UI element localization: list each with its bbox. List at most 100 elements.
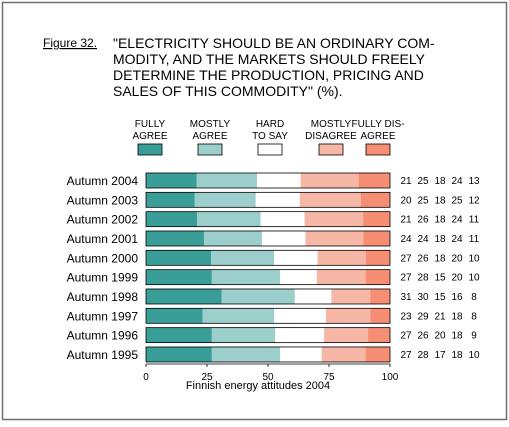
bar-segment-mostly-disagree bbox=[300, 173, 359, 188]
bar-outline bbox=[145, 269, 391, 286]
bar-outline bbox=[145, 346, 391, 363]
data-label: 27 bbox=[400, 273, 412, 284]
legend-item-fully-disagree: FULLY DIS-AGREE bbox=[352, 119, 404, 156]
bar-segment-fully-disagree bbox=[363, 211, 390, 227]
data-label: 29 bbox=[417, 311, 429, 322]
bar-segment-mostly-agree bbox=[211, 269, 281, 285]
data-label: 18 bbox=[434, 176, 446, 187]
data-label: 16 bbox=[451, 292, 463, 303]
data-label: 28 bbox=[417, 273, 429, 284]
data-label: 20 bbox=[451, 273, 463, 284]
bar-segment-fully-agree bbox=[146, 327, 212, 343]
legend-label: AGREE bbox=[132, 131, 167, 142]
bar-segment-mostly-disagree bbox=[299, 192, 361, 208]
bar-segment-fully-disagree bbox=[365, 346, 390, 362]
bar-outline bbox=[145, 191, 391, 208]
bar-segment-fully-disagree bbox=[363, 230, 390, 246]
bar-segment-mostly-disagree bbox=[321, 346, 366, 362]
data-label: 13 bbox=[468, 176, 480, 187]
bars: Autumn 2004 21 25 18 24 13 Autumn 2003 20 25 18 25… bbox=[67, 172, 480, 363]
bar-outline bbox=[145, 172, 391, 189]
x-tick-label: 25 bbox=[201, 372, 213, 383]
bar-outline bbox=[145, 249, 391, 266]
bar-segment-mostly-disagree bbox=[316, 269, 366, 285]
bar-segment-fully-agree bbox=[146, 346, 212, 362]
bar-row-autumn-1995: Autumn 1995 27 28 17 18 10 bbox=[67, 346, 480, 363]
bar-outline bbox=[145, 327, 391, 344]
bar-row-autumn-2002: Autumn 2002 21 26 18 24 11 bbox=[67, 211, 480, 228]
data-label: 11 bbox=[469, 234, 480, 245]
data-label: 8 bbox=[471, 311, 477, 322]
data-label: 26 bbox=[417, 215, 429, 226]
category-label: Autumn 1998 bbox=[67, 290, 139, 304]
bar-segment-fully-agree bbox=[146, 308, 203, 324]
bar-row-autumn-1998: Autumn 1998 31 30 15 16 8 bbox=[67, 288, 477, 305]
x-axis-label: Finnish energy attitudes 2004 bbox=[186, 380, 330, 392]
bar-segment-mostly-disagree bbox=[325, 308, 371, 324]
category-label: Autumn 2002 bbox=[67, 213, 139, 227]
data-label: 20 bbox=[451, 253, 463, 264]
data-label: 31 bbox=[400, 292, 412, 303]
x-tick-label: 75 bbox=[323, 372, 335, 383]
data-label: 26 bbox=[417, 331, 429, 342]
category-label: Autumn 1999 bbox=[67, 271, 139, 285]
data-label: 18 bbox=[434, 195, 446, 206]
bar-segment-fully-disagree bbox=[368, 327, 390, 343]
data-label: 25 bbox=[451, 195, 463, 206]
data-label: 9 bbox=[471, 331, 477, 342]
bar-segment-hard-to-say bbox=[294, 288, 332, 304]
x-tick-label: 50 bbox=[262, 372, 274, 383]
category-label: Autumn 2001 bbox=[67, 232, 139, 246]
data-label: 15 bbox=[434, 273, 446, 284]
category-label: Autumn 2004 bbox=[67, 174, 139, 188]
bar-segment-mostly-agree bbox=[203, 230, 262, 246]
data-label: 24 bbox=[417, 234, 429, 245]
legend-label: MOSTLY bbox=[311, 119, 352, 130]
data-label: 11 bbox=[469, 215, 480, 226]
x-tick-label: 0 bbox=[143, 372, 149, 383]
title-line: SALES OF THIS COMMODITY" (%). bbox=[113, 83, 343, 99]
bar-segment-hard-to-say bbox=[257, 173, 301, 188]
bar-segment-mostly-agree bbox=[211, 346, 281, 362]
bar-segment-mostly-disagree bbox=[304, 211, 364, 227]
x-tick-label: 100 bbox=[382, 372, 399, 383]
category-label: Autumn 1996 bbox=[67, 329, 139, 343]
bar-segment-hard-to-say bbox=[261, 230, 306, 246]
data-label: 15 bbox=[434, 292, 446, 303]
bar-row-autumn-1996: Autumn 1996 27 26 20 18 9 bbox=[67, 327, 477, 344]
data-label: 18 bbox=[451, 311, 463, 322]
data-label: 20 bbox=[434, 331, 446, 342]
bar-segment-fully-disagree bbox=[370, 308, 390, 324]
data-label: 21 bbox=[434, 311, 446, 322]
bar-segment-hard-to-say bbox=[260, 211, 305, 227]
bar-segment-fully-agree bbox=[146, 192, 195, 208]
bar-segment-fully-disagree bbox=[365, 250, 390, 266]
data-label: 18 bbox=[434, 234, 446, 245]
data-label: 8 bbox=[471, 292, 477, 303]
bar-segment-fully-disagree bbox=[370, 288, 390, 304]
bar-segment-fully-agree bbox=[146, 269, 212, 285]
data-label: 18 bbox=[434, 215, 446, 226]
bar-segment-fully-agree bbox=[146, 173, 197, 188]
bar-segment-hard-to-say bbox=[280, 269, 317, 285]
legend-swatch bbox=[137, 143, 163, 156]
data-label: 10 bbox=[468, 253, 480, 264]
category-label: Autumn 2000 bbox=[67, 251, 139, 265]
data-label: 20 bbox=[400, 195, 412, 206]
bar-segment-hard-to-say bbox=[255, 192, 300, 208]
category-label: Autumn 1995 bbox=[67, 348, 139, 362]
bar-segment-mostly-disagree bbox=[305, 230, 364, 246]
bar-segment-mostly-disagree bbox=[331, 288, 371, 304]
legend-label: MOSTLY bbox=[190, 119, 231, 130]
bar-segment-mostly-agree bbox=[196, 173, 258, 188]
data-label: 23 bbox=[400, 311, 412, 322]
category-label: Autumn 2003 bbox=[67, 193, 139, 207]
bar-segment-fully-agree bbox=[146, 211, 198, 227]
legend-label: AGREE bbox=[192, 131, 227, 142]
data-label: 10 bbox=[468, 273, 480, 284]
